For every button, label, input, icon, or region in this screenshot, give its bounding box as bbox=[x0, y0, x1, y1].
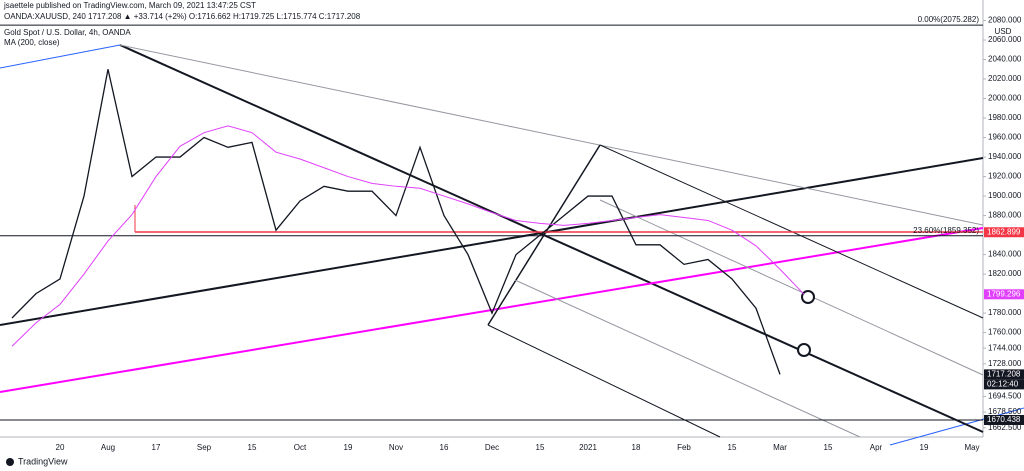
x-tick-label: 15 bbox=[248, 443, 257, 452]
y-tick-label: 1678.500 bbox=[988, 407, 1022, 416]
trendline bbox=[0, 157, 984, 326]
trendline bbox=[119, 44, 984, 226]
legend-entry: Gold Spot / U.S. Dollar, 4h, OANDA bbox=[4, 28, 131, 37]
x-tick-label: 15 bbox=[536, 443, 545, 452]
trendline bbox=[0, 227, 984, 393]
y-tick-label: 1980.000 bbox=[988, 113, 1022, 122]
price-label: 1717.208 bbox=[987, 369, 1021, 378]
series-line bbox=[11, 125, 805, 347]
x-tick-label: Oct bbox=[294, 443, 307, 452]
x-tick-label: 17 bbox=[152, 443, 161, 452]
y-tick-label: 1880.000 bbox=[988, 211, 1022, 220]
y-tick-label: 1920.000 bbox=[988, 172, 1022, 181]
x-tick-label: 20 bbox=[56, 443, 65, 452]
price-label-bg bbox=[984, 289, 1024, 300]
price-label: 1670.438 bbox=[987, 415, 1021, 424]
trendline bbox=[0, 44, 121, 69]
y-tick-label: 2080.000 bbox=[988, 16, 1022, 25]
x-tick-label: 15 bbox=[824, 443, 833, 452]
y-tick-label: 1728.000 bbox=[988, 359, 1022, 368]
price-label-bg bbox=[984, 227, 1024, 238]
y-tick-label: 1820.000 bbox=[988, 269, 1022, 278]
legend-entry: MA (200, close) bbox=[4, 38, 60, 47]
channel-line bbox=[599, 199, 984, 376]
fib-label: 23.60%(1859.352) bbox=[913, 226, 979, 235]
pitchfork-handle bbox=[487, 144, 601, 326]
x-tick-label: 19 bbox=[920, 443, 929, 452]
x-tick-label: 2021 bbox=[579, 443, 597, 452]
marker-circle bbox=[801, 290, 815, 304]
x-tick-label: 16 bbox=[440, 443, 449, 452]
x-tick-label: Aug bbox=[101, 443, 115, 452]
y-tick-label: 1744.000 bbox=[988, 343, 1022, 352]
currency: USD bbox=[995, 27, 1012, 36]
x-tick-label: May bbox=[964, 443, 979, 452]
marker-circle bbox=[797, 343, 811, 357]
drawings bbox=[0, 44, 1024, 446]
price-label: 1799.296 bbox=[987, 289, 1021, 298]
brand-logo bbox=[6, 458, 14, 466]
channel-line bbox=[514, 279, 861, 438]
countdown-bg bbox=[984, 379, 1024, 390]
publisher: jsaettele published on TradingView.com, … bbox=[3, 1, 256, 10]
x-tick-label: Nov bbox=[389, 443, 403, 452]
fib-label: 0.00%(2075.282) bbox=[918, 15, 980, 24]
y-tick-label: 2020.000 bbox=[988, 74, 1022, 83]
series-line bbox=[11, 69, 781, 375]
x-tick-label: Feb bbox=[677, 443, 691, 452]
x-tick-label: 15 bbox=[728, 443, 737, 452]
y-tick-label: 1760.000 bbox=[988, 328, 1022, 337]
trendline bbox=[889, 407, 1024, 446]
x-tick-label: 18 bbox=[632, 443, 641, 452]
countdown: 02:12:40 bbox=[987, 379, 1019, 388]
y-tick-label: 1940.000 bbox=[988, 152, 1022, 161]
x-tick-label: Dec bbox=[485, 443, 499, 452]
y-tick-label: 1662.500 bbox=[988, 423, 1022, 432]
y-tick-label: 2060.000 bbox=[988, 35, 1022, 44]
y-tick-label: 1840.000 bbox=[988, 250, 1022, 259]
y-tick-label: 1900.000 bbox=[988, 191, 1022, 200]
x-tick-label: 19 bbox=[344, 443, 353, 452]
y-tick-label: 2040.000 bbox=[988, 55, 1022, 64]
price-label-bg bbox=[984, 369, 1024, 380]
brand: TradingView bbox=[18, 456, 68, 466]
x-tick-label: Apr bbox=[870, 443, 883, 452]
y-tick-label: 1780.000 bbox=[988, 308, 1022, 317]
symbol-line: OANDA:XAUUSD, 240 1717.208 ▲ +33.714 (+2… bbox=[4, 12, 361, 21]
price-label: 1862.899 bbox=[987, 227, 1021, 236]
x-tick-label: Sep bbox=[197, 443, 212, 452]
y-tick-label: 1960.000 bbox=[988, 133, 1022, 142]
channel-line bbox=[487, 324, 721, 438]
trendline bbox=[119, 44, 984, 433]
y-tick-label: 2000.000 bbox=[988, 94, 1022, 103]
y-tick-label: 1694.500 bbox=[988, 392, 1022, 401]
x-tick-label: Mar bbox=[773, 443, 787, 452]
price-label-bg bbox=[984, 414, 1024, 425]
